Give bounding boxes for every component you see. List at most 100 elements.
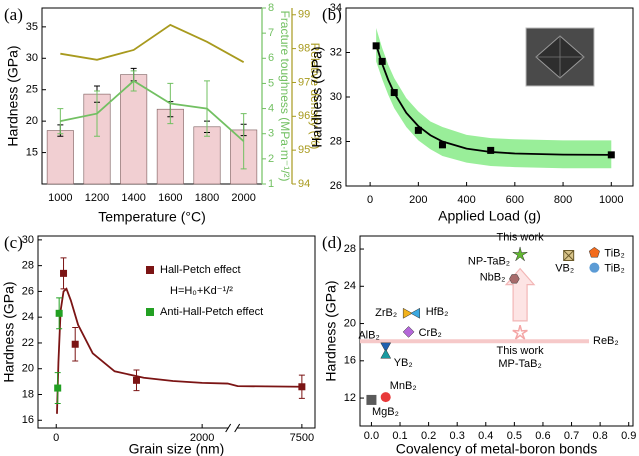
marker — [588, 246, 600, 258]
marker — [509, 274, 520, 284]
marker — [71, 340, 79, 348]
marker — [512, 246, 528, 262]
x-tick-label: 0.6 — [535, 430, 550, 442]
marker — [378, 57, 386, 65]
fit-line — [56, 287, 302, 414]
y-tick-label: 20 — [22, 363, 34, 375]
axis-break-gap — [228, 424, 237, 432]
marker — [589, 262, 600, 273]
y-tick-label: 96 — [298, 110, 310, 122]
y-tick-label: 3 — [268, 128, 274, 140]
x-tick-label: 1600 — [158, 192, 182, 204]
x-tick-label: 200 — [409, 194, 427, 206]
x-tick-label: 800 — [554, 194, 572, 206]
marker — [55, 309, 63, 317]
point-label: VB₂ — [555, 262, 574, 274]
y-axis-label: Relative density (%) — [308, 43, 322, 150]
marker — [414, 126, 422, 134]
bar — [46, 130, 74, 185]
point-label: HfB₂ — [426, 306, 449, 318]
series-line — [60, 79, 245, 142]
inset-image — [525, 27, 595, 87]
marker — [487, 146, 495, 154]
marker — [380, 348, 392, 359]
point-label: AlB₂ — [358, 330, 379, 342]
y-tick-label: 7 — [268, 27, 274, 39]
y-tick-label: 24 — [22, 311, 34, 323]
x-tick-label: 1800 — [195, 192, 219, 204]
x-tick-label: 2000 — [190, 432, 214, 444]
point-label: YB₂ — [394, 357, 413, 369]
plot-frame — [37, 235, 316, 429]
legend-swatch — [146, 266, 154, 274]
y-tick-label: 34 — [330, 2, 342, 14]
y-axis-label: Fracture toughness (MPa·m⁻¹/²) — [278, 10, 292, 181]
equation: H=H₀+Kd⁻¹/² — [170, 285, 233, 297]
legend-swatch — [146, 308, 154, 316]
marker — [54, 384, 62, 392]
x-tick-label: 0.9 — [621, 430, 636, 442]
fit-line — [375, 44, 612, 156]
marker — [132, 376, 140, 384]
marker — [372, 42, 380, 50]
error-bar — [240, 113, 247, 170]
panel-label: (d) — [322, 233, 342, 252]
panel-label: (c) — [4, 233, 23, 252]
point-label: NP-TaB₂ — [468, 256, 510, 268]
y-tick-label: 26 — [330, 180, 342, 192]
x-tick-label: 0.8 — [592, 430, 607, 442]
indent-diagonals — [536, 36, 584, 78]
point-label: MnB₂ — [390, 380, 417, 392]
x-axis-label: Applied Load (g) — [438, 208, 541, 224]
y-tick-label: 98 — [298, 43, 310, 55]
point-label: ZrB₂ — [375, 307, 397, 319]
point-label: NbB₂ — [480, 272, 506, 284]
x-axis-label: Temperature (°C) — [98, 209, 206, 225]
error-bar — [94, 90, 100, 137]
plot-frame — [359, 235, 634, 427]
y-tick-label: 95 — [298, 144, 310, 156]
y-tick-label: 28 — [344, 243, 356, 255]
y-tick-label: 20 — [26, 115, 38, 127]
x-tick-label: 0.2 — [421, 430, 436, 442]
y-axis-label: Hardness (GPa) — [5, 45, 21, 146]
reference-label: ReB₂ — [593, 335, 619, 347]
marker — [380, 342, 392, 353]
bar — [120, 74, 148, 185]
x-axis-label: Grain size (nm) — [129, 441, 225, 456]
y-tick-label: 32 — [330, 46, 342, 58]
y-tick-label: 28 — [22, 260, 34, 272]
y-axis-label: Hardness (GPa) — [323, 280, 339, 381]
x-tick-label: 0.1 — [392, 430, 407, 442]
x-tick-label: 400 — [457, 194, 475, 206]
x-tick-label: 1400 — [121, 192, 145, 204]
y-tick-label: 20 — [344, 317, 356, 329]
x-tick-label: 0 — [53, 432, 59, 444]
point-note: This work — [497, 345, 545, 357]
x-tick-label: 0.3 — [450, 430, 465, 442]
y-tick-label: 26 — [22, 285, 34, 297]
x-axis-label: Covalency of metal-boron bonds — [396, 441, 598, 456]
marker — [402, 326, 415, 338]
x-tick-label: 7500 — [290, 432, 314, 444]
point-label: MgB₂ — [372, 406, 399, 418]
marker — [438, 141, 446, 149]
point-label: MP-TaB₂ — [498, 358, 541, 370]
error-bar — [167, 82, 174, 125]
y-tick-label: 22 — [22, 337, 34, 349]
legend-label: Hall-Petch effect — [160, 264, 241, 276]
y-axis-label: Hardness (GPa) — [309, 46, 325, 147]
marker — [402, 307, 413, 319]
y-tick-label: 97 — [298, 76, 310, 88]
marker — [298, 383, 306, 391]
y-tick-label: 12 — [344, 392, 356, 404]
y-tick-label: 99 — [298, 9, 310, 21]
error-bar — [204, 80, 210, 137]
x-tick-label: 2000 — [231, 192, 255, 204]
panel-label: (b) — [322, 5, 342, 24]
y-tick-label: 28 — [330, 135, 342, 147]
y-tick-label: 2 — [268, 153, 274, 165]
point-label: TiB₂ — [604, 248, 624, 260]
y-tick-label: 4 — [268, 102, 274, 114]
marker — [390, 89, 398, 97]
